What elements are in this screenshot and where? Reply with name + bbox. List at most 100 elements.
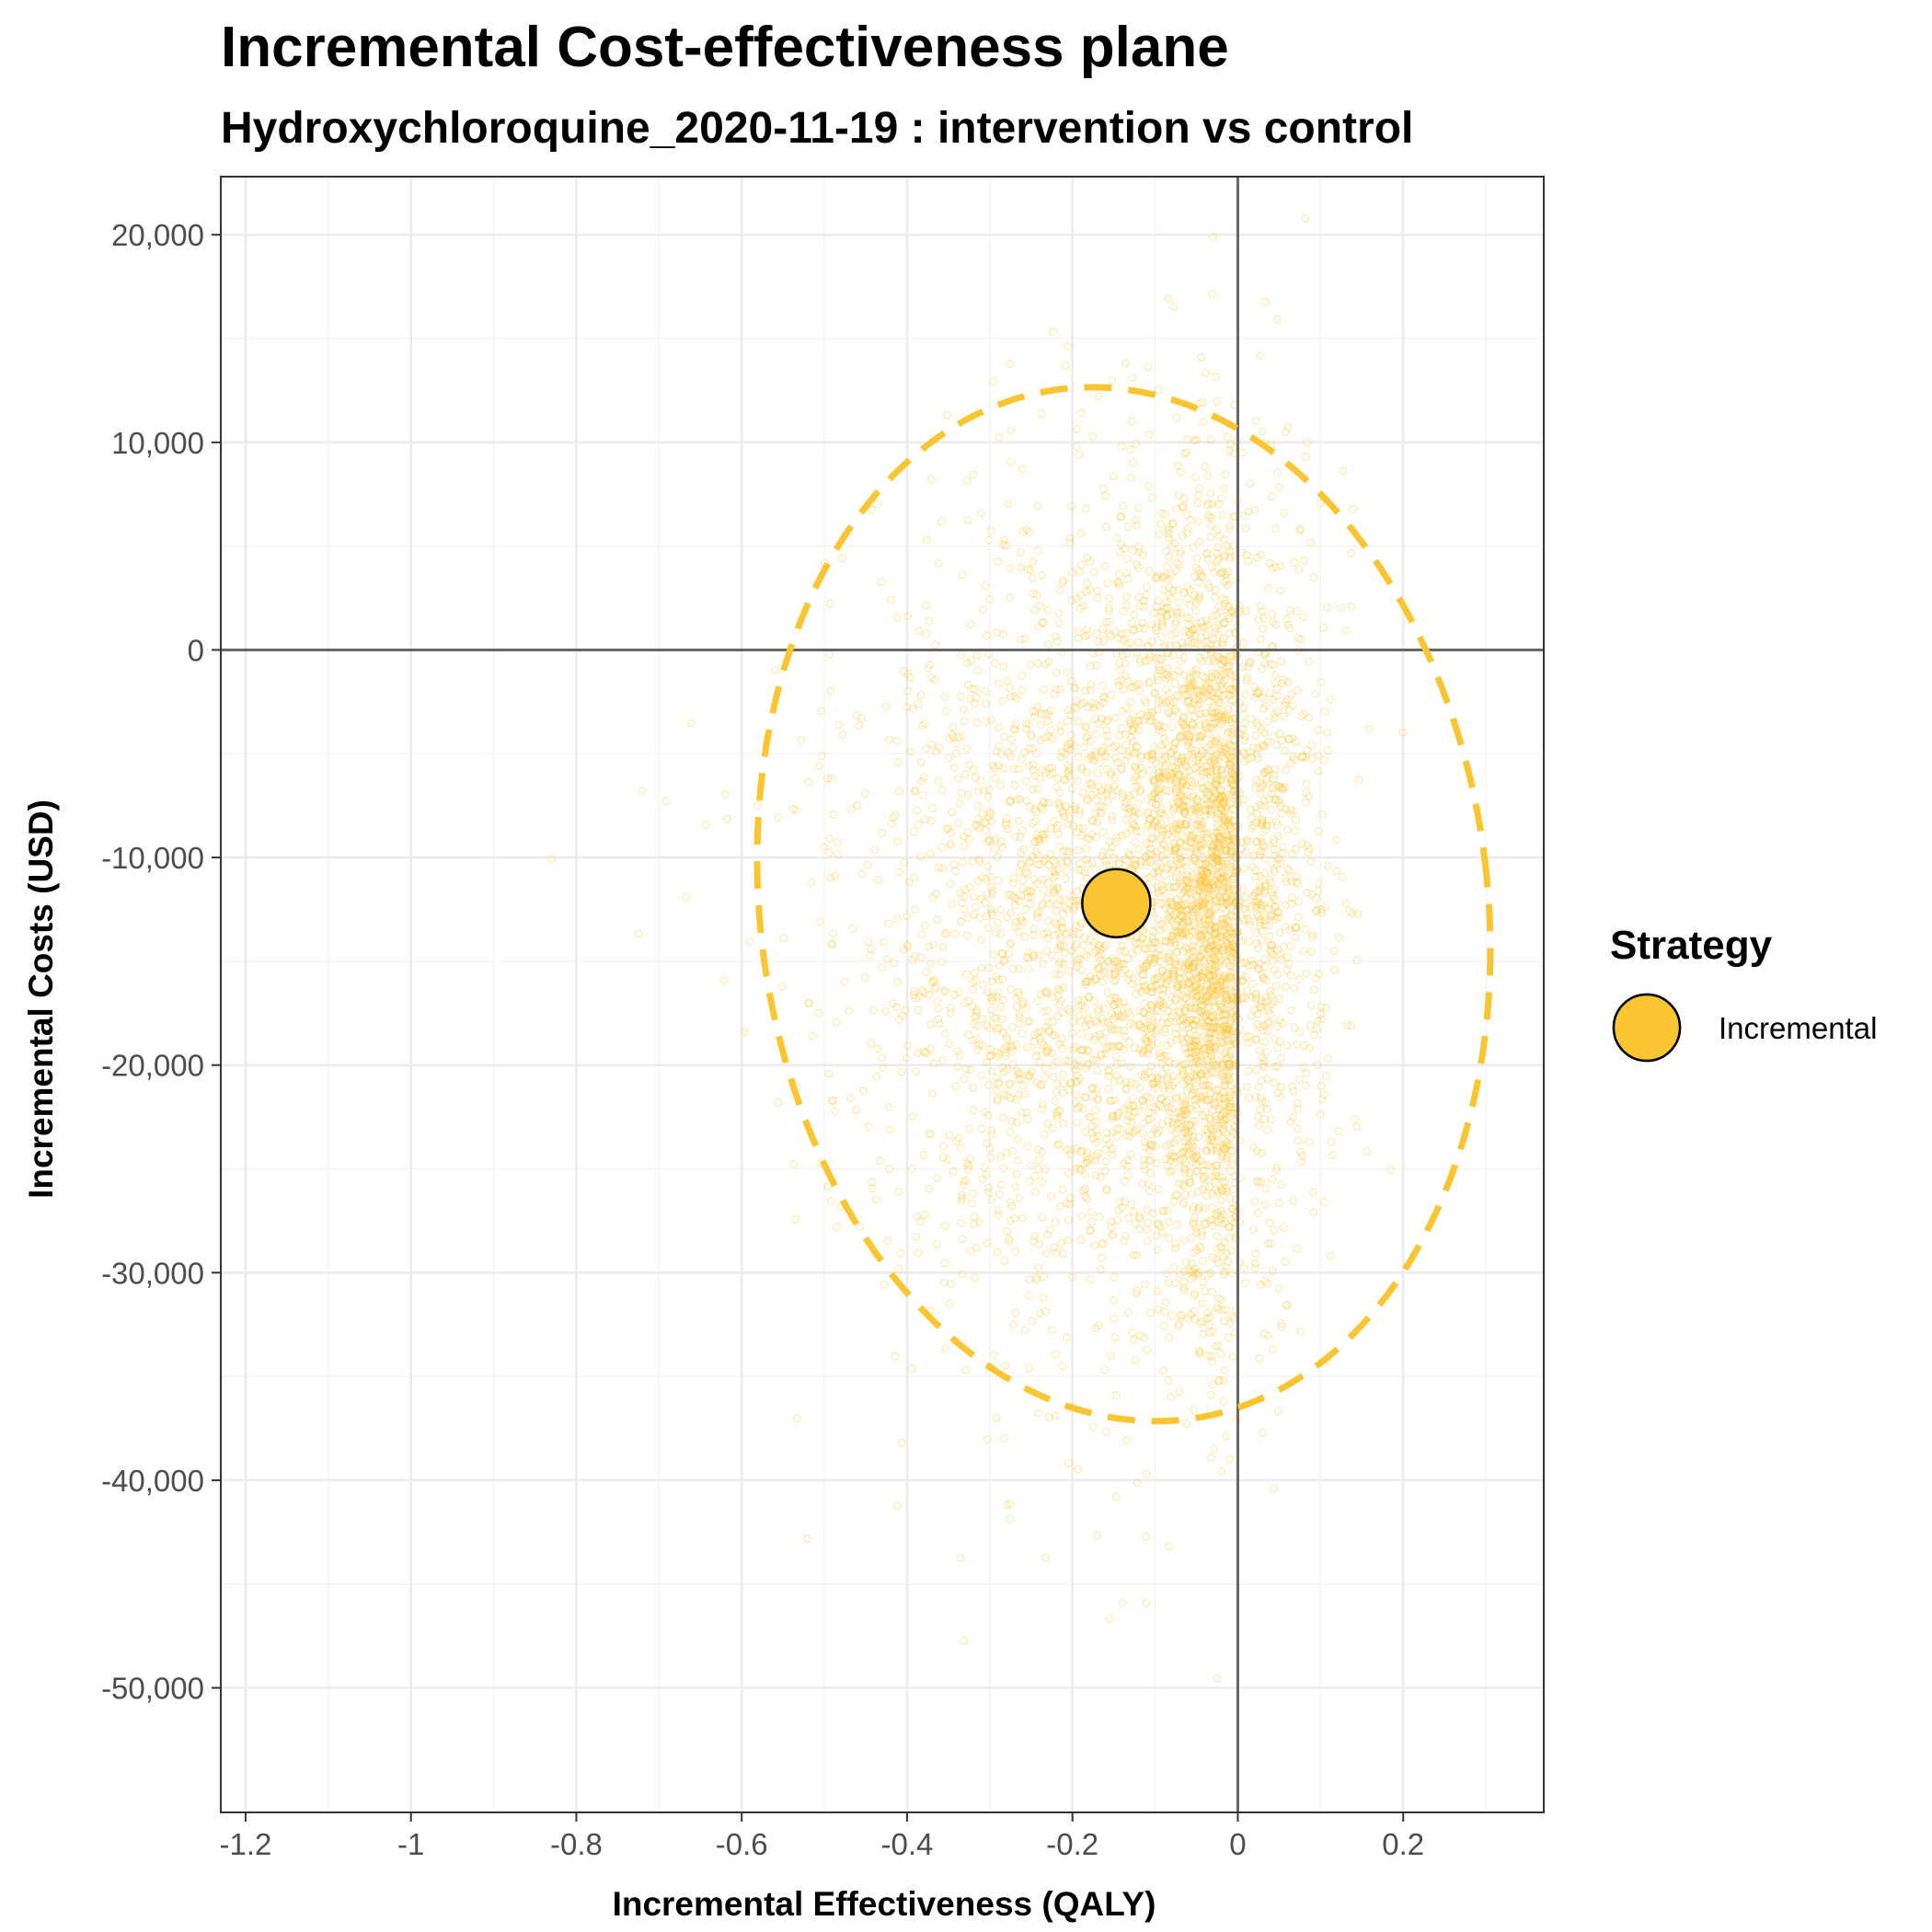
scatter-point [1213,1376,1224,1386]
scatter-point [1241,606,1251,615]
scatter-point [1208,654,1218,663]
scatter-point [1197,935,1206,944]
scatter-point [1326,1251,1335,1260]
scatter-point [1279,843,1288,852]
scatter-point [1195,1046,1204,1055]
scatter-point [1180,760,1190,769]
scatter-point [1299,709,1308,719]
scatter-point [1110,782,1119,791]
scatter-point [988,761,998,770]
scatter-point [1116,959,1125,969]
scatter-point [1189,1271,1198,1281]
scatter-point [1194,972,1203,982]
scatter-point [1191,1054,1201,1064]
scatter-point [1152,1026,1161,1035]
scatter-point [1202,794,1211,804]
scatter-point [1072,896,1082,905]
scatter-point [1218,1061,1227,1070]
scatter-point [1070,801,1079,811]
scatter-point [1113,1215,1122,1225]
scatter-point [1095,758,1104,767]
scatter-point [1207,1162,1216,1171]
scatter-point [1288,733,1297,743]
scatter-point [926,849,935,858]
scatter-point [1291,933,1300,942]
scatter-point [1086,685,1095,695]
scatter-point [1217,856,1226,865]
scatter-point [1281,428,1290,437]
scatter-point [1327,1137,1336,1146]
scatter-point [1041,1553,1050,1562]
scatter-point [1167,901,1178,910]
scatter-point [1022,1108,1031,1117]
scatter-point [1115,1196,1124,1206]
scatter-point [1151,981,1160,990]
scatter-point [1323,1053,1332,1064]
scatter-point [824,650,834,659]
scatter-point [1036,1080,1045,1089]
scatter-point [1272,741,1282,750]
scatter-point [1189,1071,1199,1081]
scatter-point [1182,510,1191,520]
scatter-point [1006,752,1015,762]
scatter-point [1220,1144,1229,1153]
scatter-point [1196,876,1205,886]
scatter-point [1252,688,1261,698]
scatter-point [1079,941,1088,950]
scatter-point [1210,852,1219,861]
scatter-point [1049,1073,1058,1082]
scatter-point [1184,964,1193,974]
scatter-point [1332,867,1341,876]
scatter-point [1175,957,1185,967]
scatter-point [1284,706,1294,715]
scatter-point [1196,923,1206,932]
scatter-point [1144,1031,1154,1041]
scatter-point [893,977,903,986]
scatter-point [1042,1048,1052,1057]
scatter-point [1104,1065,1113,1075]
scatter-point [814,1008,823,1018]
scatter-point [1043,1119,1052,1128]
scatter-point [1161,670,1170,679]
scatter-point [1191,732,1201,742]
scatter-point [1117,629,1126,638]
scatter-point [1013,795,1022,804]
scatter-point [1186,957,1195,966]
scatter-point [1263,1279,1272,1288]
scatter-point [1184,620,1193,630]
scatter-point [1120,1177,1130,1186]
scatter-point [1192,974,1202,983]
scatter-point [1020,634,1029,643]
scatter-point [984,535,994,545]
scatter-point [1283,677,1293,687]
scatter-point [974,1217,984,1226]
scatter-point [1063,667,1072,677]
scatter-point [1217,888,1226,897]
scatter-point [1002,913,1012,922]
scatter-point [1211,585,1220,594]
scatter-point [954,1133,963,1143]
scatter-point [908,1111,917,1121]
scatter-point [1191,1036,1201,1045]
scatter-point [1131,1355,1140,1364]
scatter-point [985,809,995,818]
scatter-point [1089,1133,1098,1143]
scatter-point [1218,1141,1227,1150]
scatter-point [1224,929,1233,939]
scatter-point [1183,1150,1192,1159]
scatter-point [1171,707,1180,716]
scatter-point [1257,846,1266,857]
scatter-point [987,977,996,986]
scatter-point [1125,850,1134,860]
scatter-point [1270,1225,1279,1235]
scatter-point [1178,801,1187,811]
scatter-point [1213,827,1223,837]
scatter-point [1162,670,1172,679]
scatter-point [1208,840,1218,850]
scatter-point [1058,809,1068,818]
scatter-point [1224,862,1233,871]
scatter-point [1105,617,1114,627]
scatter-point [1116,745,1125,754]
scatter-point [1219,1010,1228,1019]
scatter-point [1225,911,1236,920]
